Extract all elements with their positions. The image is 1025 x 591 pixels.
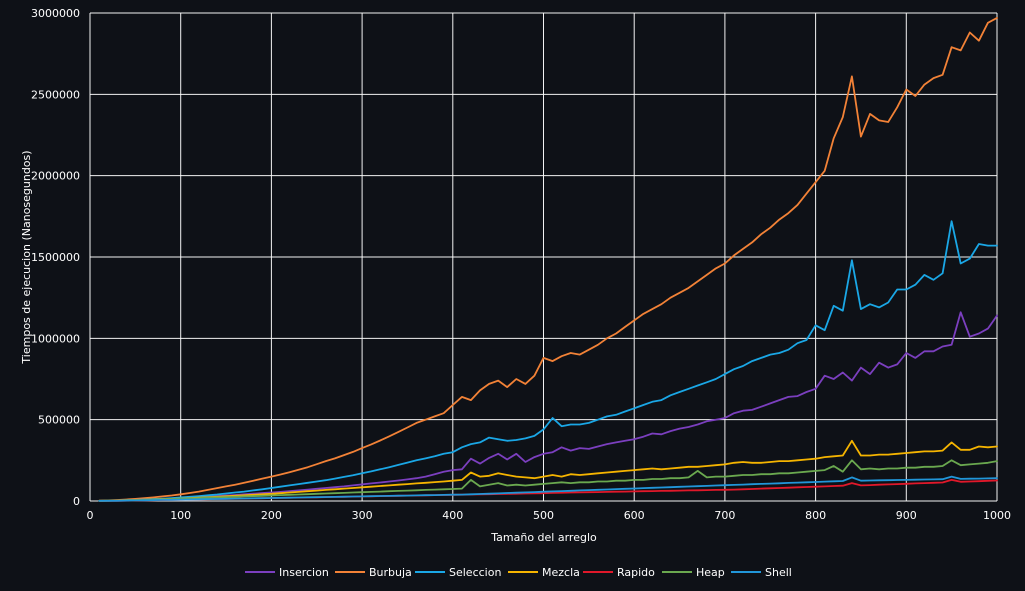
- legend-label: Insercion: [279, 566, 329, 579]
- x-axis-ticks: 0 100 200 300 400 500 600 700 800 900 1000: [87, 509, 1012, 522]
- legend-label: Seleccion: [449, 566, 501, 579]
- x-tick-label: 1000: [983, 509, 1011, 522]
- legend-label: Shell: [765, 566, 792, 579]
- x-tick-label: 300: [352, 509, 373, 522]
- y-tick-label: 2500000: [31, 88, 80, 101]
- y-tick-label: 500000: [38, 414, 80, 427]
- x-tick-label: 400: [442, 509, 463, 522]
- legend-label: Burbuja: [369, 566, 412, 579]
- legend-label: Rapido: [617, 566, 655, 579]
- x-tick-label: 100: [170, 509, 191, 522]
- series-line-insercion: [98, 311, 998, 502]
- x-tick-label: 500: [533, 509, 554, 522]
- legend: Insercion Burbuja Seleccion Mezcla Rapido Hea…: [245, 566, 792, 579]
- x-tick-label: 700: [714, 509, 735, 522]
- x-tick-label: 800: [805, 509, 826, 522]
- y-tick-label: 2000000: [31, 170, 80, 183]
- gridlines: [89, 12, 998, 502]
- legend-label: Heap: [696, 566, 725, 579]
- series-line-shell: [98, 475, 998, 502]
- y-axis-ticks: 0 500000 1000000 1500000 2000000 2500000 30000…: [31, 7, 80, 508]
- series-line-burbuja: [98, 16, 998, 502]
- y-tick-label: 1000000: [31, 332, 80, 345]
- x-tick-label: 0: [87, 509, 94, 522]
- series-line-seleccion: [98, 220, 998, 502]
- y-tick-label: 3000000: [31, 7, 80, 20]
- y-tick-label: 0: [73, 495, 80, 508]
- x-tick-label: 200: [261, 509, 282, 522]
- x-axis-title: Tamaño del arreglo: [490, 531, 597, 544]
- series-line-heap: [98, 459, 998, 502]
- x-tick-label: 600: [624, 509, 645, 522]
- x-tick-label: 900: [896, 509, 917, 522]
- series-lines: [98, 16, 998, 502]
- series-line-mezcla: [98, 439, 998, 502]
- y-tick-label: 1500000: [31, 251, 80, 264]
- legend-label: Mezcla: [542, 566, 580, 579]
- y-axis-title: Tiempos de ejecucion (Nanosegundos): [20, 150, 33, 364]
